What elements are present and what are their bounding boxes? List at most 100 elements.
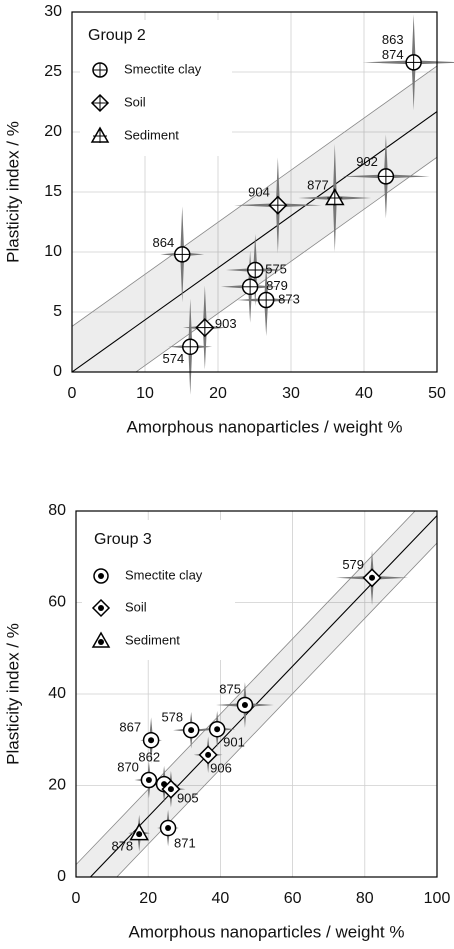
- marker: [173, 246, 191, 263]
- marker: [241, 278, 259, 296]
- marker: [195, 318, 215, 338]
- point-label: 871: [174, 835, 196, 850]
- marker: [129, 823, 149, 841]
- y-axis-label: Plasticity index / %: [3, 623, 22, 765]
- y-tick-label: 10: [44, 243, 62, 260]
- y-tick-label: 80: [48, 502, 66, 519]
- legend-label: Soil: [124, 94, 146, 109]
- marker-dot: [98, 605, 104, 611]
- marker: [90, 126, 110, 143]
- marker: [93, 568, 109, 584]
- marker-dot: [98, 573, 104, 579]
- marker-dot: [167, 786, 174, 793]
- group-title: Group 2: [88, 27, 146, 44]
- x-tick-label: 30: [282, 385, 300, 402]
- marker: [246, 261, 264, 279]
- marker: [236, 696, 254, 714]
- marker: [140, 771, 158, 789]
- point-label: 864: [153, 235, 175, 250]
- marker-dot: [205, 751, 212, 758]
- x-tick-label: 40: [355, 385, 373, 402]
- marker: [90, 93, 110, 113]
- y-axis-label: Plasticity index / %: [3, 121, 22, 263]
- marker-dot: [188, 727, 195, 734]
- marker: [92, 62, 108, 78]
- x-tick-label: 60: [284, 890, 302, 907]
- point-label: 873: [278, 291, 300, 306]
- marker: [198, 745, 218, 765]
- point-label: 902: [356, 154, 378, 169]
- fit-line: [72, 111, 437, 372]
- y-tick-label: 20: [48, 777, 66, 794]
- point-label: 875: [219, 681, 241, 696]
- legend-box: [82, 520, 235, 660]
- marker: [405, 54, 422, 71]
- point-label: 905: [177, 791, 199, 806]
- marker: [208, 720, 226, 738]
- marker-dot: [136, 831, 143, 838]
- legend-box: [80, 20, 232, 156]
- group-title: Group 3: [94, 531, 152, 548]
- x-tick-label: 100: [424, 890, 451, 907]
- marker-dot: [214, 726, 221, 733]
- marker: [362, 568, 382, 588]
- marker: [161, 779, 181, 799]
- y-tick-label: 25: [44, 63, 62, 80]
- band: [72, 65, 437, 372]
- point-label: 870: [117, 759, 139, 774]
- marker-dot: [148, 737, 155, 744]
- x-tick-label: 0: [68, 385, 77, 402]
- legend-label: Sediment: [124, 127, 179, 142]
- marker-dot: [98, 639, 104, 645]
- point-label: 906: [210, 760, 232, 775]
- x-tick-label: 80: [356, 890, 374, 907]
- x-tick-label: 50: [428, 385, 446, 402]
- marker: [325, 187, 345, 206]
- marker: [91, 598, 111, 618]
- y-tick-label: 0: [57, 868, 66, 885]
- marker: [257, 291, 275, 309]
- marker: [159, 819, 177, 837]
- point-label: 904: [248, 185, 270, 200]
- y-tick-label: 30: [44, 3, 62, 20]
- point-label: 874: [382, 47, 404, 62]
- x-axis-label: Amorphous nanoparticles / weight %: [129, 922, 405, 941]
- y-tick-label: 15: [44, 183, 62, 200]
- x-tick-label: 10: [136, 385, 154, 402]
- point-label: 903: [215, 316, 237, 331]
- x-tick-label: 20: [139, 890, 157, 907]
- point-label: 862: [138, 750, 160, 765]
- marker: [268, 195, 288, 215]
- legend-label: Smectite clay: [125, 567, 203, 582]
- point-label: 575: [265, 261, 287, 276]
- point-label: 878: [111, 839, 133, 854]
- point-label: 574: [163, 351, 185, 366]
- y-tick-label: 40: [48, 685, 66, 702]
- x-tick-label: 40: [212, 890, 230, 907]
- legend-label: Soil: [125, 599, 147, 614]
- marker-dot: [165, 825, 172, 832]
- y-tick-label: 20: [44, 123, 62, 140]
- y-tick-label: 60: [48, 594, 66, 611]
- point-label: 863: [382, 32, 404, 47]
- x-tick-label: 0: [72, 890, 81, 907]
- legend-label: Sediment: [125, 632, 180, 647]
- marker: [377, 168, 395, 185]
- point-label: 877: [307, 177, 329, 192]
- legend-label: Smectite clay: [124, 61, 202, 76]
- point-label: 867: [119, 720, 141, 735]
- x-axis-label: Amorphous nanoparticles / weight %: [127, 417, 403, 436]
- marker-dot: [369, 574, 376, 581]
- marker: [91, 631, 111, 648]
- marker: [182, 721, 200, 739]
- plot-frame: [75, 510, 438, 878]
- point-label: 879: [266, 278, 288, 293]
- x-tick-label: 20: [209, 385, 227, 402]
- marker-dot: [145, 777, 152, 784]
- point-label: 579: [342, 557, 364, 572]
- y-tick-label: 5: [53, 303, 62, 320]
- plot-frame: [71, 11, 438, 373]
- marker: [142, 731, 160, 749]
- y-tick-label: 0: [53, 363, 62, 380]
